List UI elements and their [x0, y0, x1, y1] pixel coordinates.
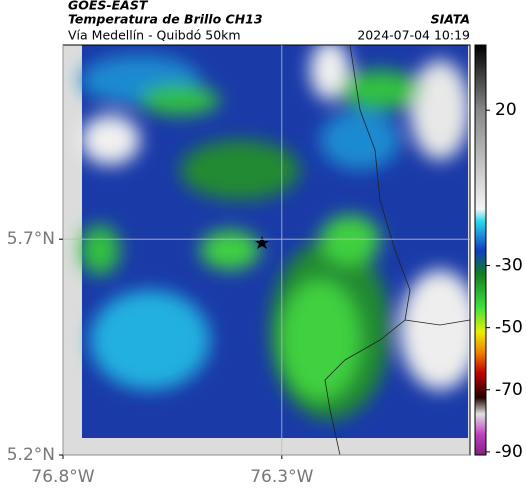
x-tick-label: 76.8°W: [31, 467, 94, 487]
colorbar-tick-label: -30: [495, 256, 523, 276]
y-tick-label: 5.2°N: [7, 445, 55, 465]
x-tick-label: 76.3°W: [250, 467, 313, 487]
region-label: Vía Medellín - Quibdó 50km: [68, 28, 241, 43]
colorbar-tick-label: -50: [495, 318, 523, 338]
colorbar: [474, 44, 487, 456]
colorbar-tick-label: -90: [495, 442, 523, 462]
colorbar-tick-label: -70: [495, 380, 523, 400]
source-label: SIATA: [431, 12, 470, 27]
map-field: [63, 45, 470, 455]
subtitle: Temperatura de Brillo CH13: [68, 12, 263, 27]
colorbar-tick-label: 20: [495, 100, 517, 120]
title: GOES-EAST: [68, 0, 149, 13]
y-tick-label: 5.7°N: [7, 229, 55, 249]
datetime-label: 2024-07-04 10:19: [357, 28, 470, 43]
